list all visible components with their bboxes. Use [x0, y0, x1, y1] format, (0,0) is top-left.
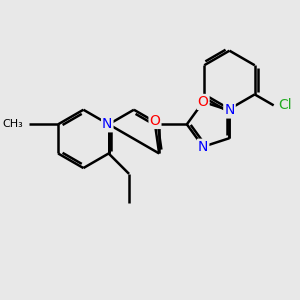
- Text: N: N: [198, 140, 208, 154]
- Text: N: N: [224, 103, 235, 118]
- Text: Cl: Cl: [278, 98, 292, 112]
- Text: O: O: [149, 114, 161, 128]
- Text: N: N: [102, 117, 112, 131]
- Text: O: O: [198, 95, 208, 109]
- Text: CH₃: CH₃: [3, 119, 23, 129]
